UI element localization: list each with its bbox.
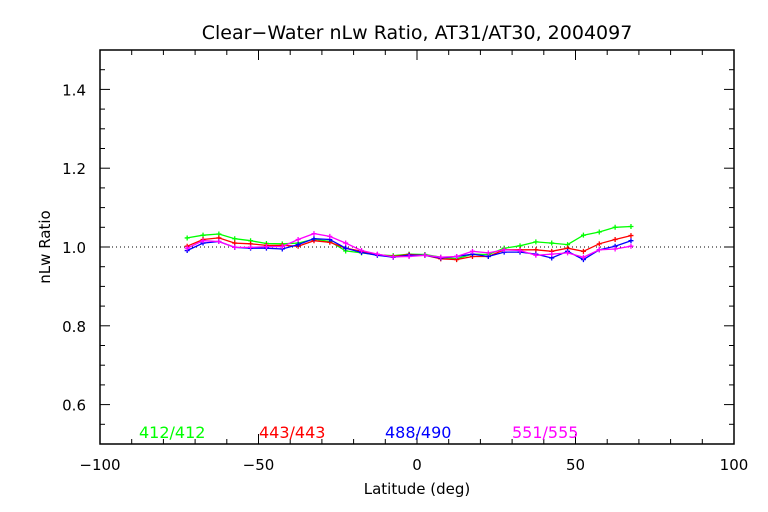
data-point [596,247,602,253]
data-point [422,252,428,258]
x-tick-label: 0 [412,456,422,474]
data-point [279,244,285,250]
data-point [533,252,539,258]
data-point [454,253,460,259]
data-point [549,240,555,246]
data-point [533,239,539,245]
data-point [628,238,634,244]
data-point [327,233,333,239]
y-tick-label: 1.4 [62,81,86,99]
data-point [248,244,254,250]
y-tick-label: 1.0 [62,239,86,257]
data-point [580,232,586,238]
data-point [517,248,523,254]
x-tick-label: 100 [720,456,749,474]
data-point [628,243,634,249]
legend-entry: 488/490 [385,423,451,442]
data-point [200,232,206,238]
data-point [374,251,380,257]
y-tick-label: 0.8 [62,318,86,336]
data-point [343,240,349,246]
data-point [469,248,475,254]
data-point [295,242,301,248]
data-point [232,236,238,242]
data-point [232,240,238,246]
data-point [501,247,507,253]
data-point [390,254,396,260]
y-axis-label: nLw Ratio [36,210,54,283]
data-point [612,237,618,243]
data-point [438,254,444,260]
data-point [628,224,634,230]
data-point [263,244,269,250]
plot-frame [99,49,735,445]
x-tick-label: −50 [243,456,275,474]
data-point [596,241,602,247]
data-point [612,246,618,252]
y-tick-label: 0.6 [62,397,86,415]
y-tick-label: 1.2 [62,160,86,178]
data-point [216,238,222,244]
x-axis-label: Latitude (deg) [364,480,470,498]
data-point [565,250,571,256]
data-point [628,233,634,239]
data-point [596,229,602,235]
data-point [580,254,586,260]
series-551-555 [184,231,634,260]
data-point [343,245,349,251]
data-point [359,248,365,254]
data-point [580,248,586,254]
data-point [549,251,555,257]
data-point [200,238,206,244]
data-point [485,250,491,256]
data-point [311,231,317,237]
legend-entry: 443/443 [259,423,325,442]
legend-entry: 551/555 [512,423,578,442]
x-tick-label: −100 [79,456,120,474]
data-point [295,237,301,243]
data-point [184,235,190,241]
data-point [311,236,317,242]
data-point [612,224,618,230]
data-point [184,245,190,251]
x-tick-label: 50 [566,456,585,474]
data-point [533,247,539,253]
chart-title: Clear−Water nLw Ratio, AT31/AT30, 200409… [202,22,633,44]
legend-entry: 412/412 [139,423,205,442]
data-point [406,253,412,259]
data-point [232,244,238,250]
